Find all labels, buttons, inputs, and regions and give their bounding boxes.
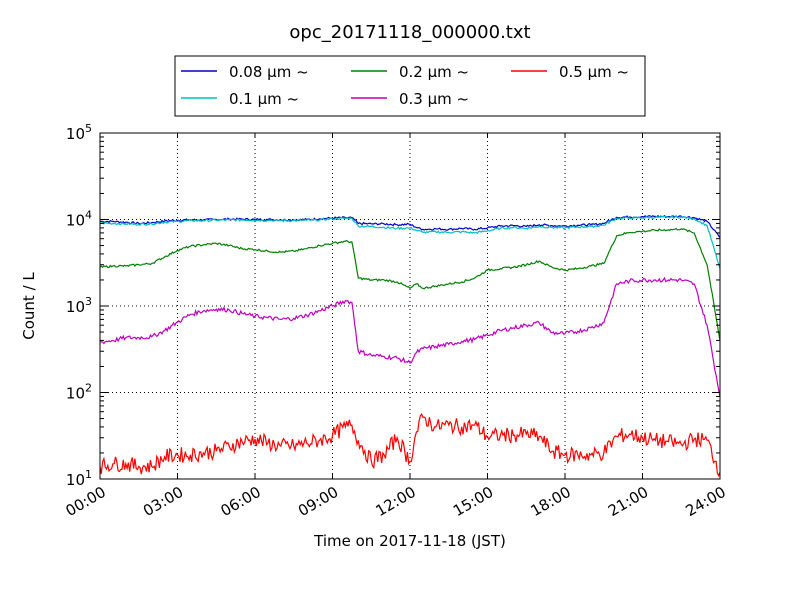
legend-label: 0.2 μm ~ bbox=[399, 63, 469, 81]
x-tick-labels: 00:00 03:00 06:00 09:00 12:00 15:00 18:00 21:00… bbox=[62, 483, 728, 520]
y-axis-label: Count / L bbox=[20, 272, 38, 340]
x-axis-label: Time on 2017-11-18 (JST) bbox=[313, 532, 506, 550]
y-tick-label: 104 bbox=[66, 209, 92, 230]
series-layer bbox=[99, 214, 721, 478]
x-tick-label: 15:00 bbox=[450, 483, 496, 520]
x-tick-label: 06:00 bbox=[217, 483, 263, 520]
x-tick-label: 12:00 bbox=[372, 483, 418, 520]
chart-title: opc_20171118_000000.txt bbox=[289, 22, 530, 43]
series-line bbox=[100, 214, 721, 238]
x-tick-label: 21:00 bbox=[605, 483, 651, 520]
x-tick-label: 09:00 bbox=[295, 483, 341, 520]
x-tick-label: 24:00 bbox=[682, 483, 728, 520]
ticks bbox=[99, 132, 721, 480]
legend: 0.08 μm ~ 0.1 μm ~ 0.2 μm ~ 0.3 μm ~ 0.5 μm … bbox=[174, 55, 646, 117]
series-line bbox=[99, 276, 721, 397]
series-line bbox=[99, 227, 721, 341]
legend-box bbox=[174, 55, 646, 117]
y-tick-label: 103 bbox=[66, 295, 92, 316]
y-tick-label: 105 bbox=[66, 122, 92, 143]
legend-label: 0.08 μm ~ bbox=[229, 63, 309, 81]
x-tick-label: 18:00 bbox=[527, 483, 573, 520]
x-tick-label: 03:00 bbox=[140, 483, 186, 520]
series-line bbox=[99, 215, 721, 269]
y-tick-label: 102 bbox=[66, 382, 92, 403]
legend-label: 0.1 μm ~ bbox=[229, 90, 299, 108]
series-line bbox=[99, 413, 721, 478]
legend-label: 0.5 μm ~ bbox=[559, 63, 629, 81]
y-tick-label: 101 bbox=[66, 468, 92, 489]
y-tick-labels: 101 102 103 104 105 bbox=[66, 122, 92, 489]
legend-label: 0.3 μm ~ bbox=[399, 90, 469, 108]
